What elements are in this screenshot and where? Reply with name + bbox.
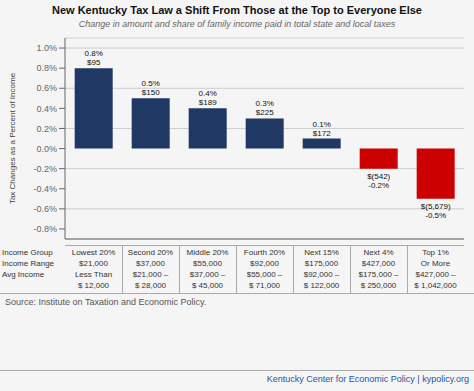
svg-text:-0.2%: -0.2% bbox=[368, 181, 389, 190]
html-text:$92,000 –: $92,000 – bbox=[303, 270, 340, 279]
svg-text:0.1%: 0.1% bbox=[313, 120, 331, 129]
svg-text:$172: $172 bbox=[313, 129, 331, 138]
html-text:$175,000 –: $175,000 – bbox=[358, 270, 399, 279]
html-text:$ 28,000: $ 28,000 bbox=[134, 281, 167, 290]
html-text:$427,000 –: $427,000 – bbox=[415, 270, 456, 279]
svg-text:0.4%: 0.4% bbox=[199, 89, 217, 98]
html-text:Next 15%: Next 15% bbox=[304, 248, 339, 257]
svg-text:0.2%: 0.2% bbox=[36, 124, 57, 134]
html-text:Avg Income: Avg Income bbox=[2, 270, 45, 279]
svg-text:0.8%: 0.8% bbox=[85, 49, 103, 58]
svg-text:$225: $225 bbox=[256, 108, 274, 117]
svg-text:-0.2%: -0.2% bbox=[33, 164, 57, 174]
html-text:$ 250,000: $ 250,000 bbox=[360, 281, 397, 290]
svg-text:-0.8%: -0.8% bbox=[33, 224, 57, 234]
html-text:$ 1,042,000: $ 1,042,000 bbox=[414, 281, 457, 290]
html-text:$ 71,000: $ 71,000 bbox=[248, 281, 281, 290]
svg-text:0.4%: 0.4% bbox=[36, 104, 57, 114]
html-text:Less Than: Less Than bbox=[74, 270, 113, 279]
html-text:Source: Institute on Taxation: Source: Institute on Taxation and Econom… bbox=[5, 297, 207, 307]
html-text:Income Range: Income Range bbox=[2, 259, 54, 268]
svg-text:0.3%: 0.3% bbox=[256, 99, 274, 108]
html-text:$92,000: $92,000 bbox=[250, 259, 279, 268]
svg-text:-0.5%: -0.5% bbox=[425, 211, 446, 220]
html-text:New Kentucky Tax Law a Shift F: New Kentucky Tax Law a Shift From Those … bbox=[52, 4, 422, 16]
html-text:$ 122,000: $ 122,000 bbox=[303, 281, 340, 290]
html-text:Top 1%: Top 1% bbox=[422, 248, 449, 257]
svg-text:$189: $189 bbox=[199, 98, 217, 107]
html-text:$ 45,000: $ 45,000 bbox=[191, 281, 224, 290]
html-text:Lowest 20%: Lowest 20% bbox=[71, 248, 116, 257]
svg-text:-0.4%: -0.4% bbox=[33, 184, 57, 194]
html-text:Fourth 20%: Fourth 20% bbox=[243, 248, 286, 257]
html-text:$37,000 –: $37,000 – bbox=[189, 270, 226, 279]
svg-text:$150: $150 bbox=[142, 88, 160, 97]
svg-text:1.0%: 1.0% bbox=[36, 43, 57, 53]
html-text:Next 4%: Next 4% bbox=[363, 248, 394, 257]
svg-text:0.5%: 0.5% bbox=[142, 79, 160, 88]
svg-text:Tax Changes as a Percent of In: Tax Changes as a Percent of Income bbox=[8, 72, 17, 204]
html-text:Change in amount and share of: Change in amount and share of family inc… bbox=[78, 19, 396, 29]
svg-text:$(542): $(542) bbox=[367, 172, 390, 181]
html-text:Income Group: Income Group bbox=[2, 248, 53, 257]
html-text:$37,000: $37,000 bbox=[136, 259, 165, 268]
html-text:Second 20%: Second 20% bbox=[127, 248, 174, 257]
svg-text:0.8%: 0.8% bbox=[36, 63, 57, 73]
svg-text:0.6%: 0.6% bbox=[36, 83, 57, 93]
svg-text:$(5,679): $(5,679) bbox=[421, 202, 451, 211]
svg-text:0.0%: 0.0% bbox=[36, 144, 57, 154]
html-text:$427,000: $427,000 bbox=[361, 259, 396, 268]
html-text:$21,000: $21,000 bbox=[79, 259, 108, 268]
html-text:$55,000: $55,000 bbox=[193, 259, 222, 268]
html-text:Or More: Or More bbox=[420, 259, 451, 268]
html-text:$ 12,000: $ 12,000 bbox=[77, 281, 110, 290]
html-text:Middle 20%: Middle 20% bbox=[186, 248, 229, 257]
html-text:$21,000 –: $21,000 – bbox=[132, 270, 169, 279]
svg-text:-0.6%: -0.6% bbox=[33, 204, 57, 214]
svg-text:$95: $95 bbox=[87, 58, 101, 67]
html-text:Kentucky Center for Economic P: Kentucky Center for Economic Policy | ky… bbox=[266, 374, 469, 384]
html-text:$55,000 –: $55,000 – bbox=[246, 270, 283, 279]
html-text:$175,000: $175,000 bbox=[304, 259, 339, 268]
